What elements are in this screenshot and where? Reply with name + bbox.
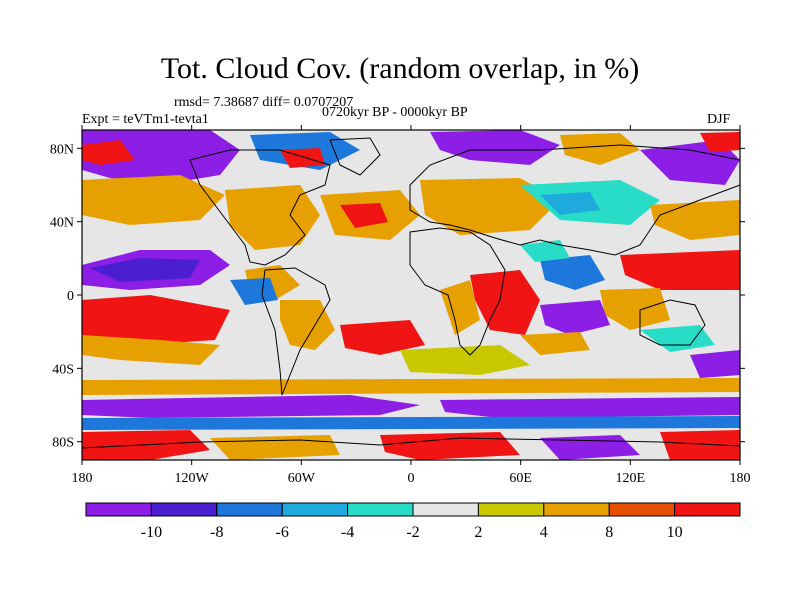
antarctica-coast	[81, 437, 741, 449]
indian-ocean-cyan	[520, 240, 570, 262]
namerica-orange	[225, 185, 320, 250]
lon-tick-label: 180	[72, 471, 93, 486]
arctic-red-1	[82, 140, 135, 165]
coastlines	[81, 137, 741, 449]
colorbar-swatch	[281, 502, 349, 517]
chart-title: Tot. Cloud Cov. (random overlap, in %)	[160, 52, 640, 85]
colorbar-swatch	[150, 502, 218, 517]
lon-tick-label: 120E	[616, 471, 646, 486]
colorbar-label: -4	[341, 524, 354, 541]
lon-tick-label: 60W	[288, 471, 316, 486]
africa-red	[470, 270, 540, 335]
period-label: 0720kyr BP - 0000kyr BP	[322, 105, 468, 120]
season-label: DJF	[707, 112, 731, 127]
samerica-orange	[280, 300, 335, 350]
contour-field	[82, 130, 740, 460]
antarctic-red-east	[660, 430, 740, 460]
southern-ocean-purple-2	[440, 397, 740, 418]
npac-orange	[82, 175, 225, 225]
satlantic-yellow	[400, 345, 530, 375]
colorbar-swatch	[216, 502, 283, 517]
natlantic-red	[340, 203, 388, 228]
south-america-coast	[261, 267, 331, 396]
north-america-coast	[189, 149, 331, 266]
colorbar-label: 4	[540, 524, 548, 541]
asia-blue	[540, 192, 600, 215]
eurasia-coast	[409, 144, 741, 256]
arctic-purple-east	[430, 130, 560, 165]
lat-tick-label: 0	[67, 289, 74, 304]
arctic-orange	[560, 133, 640, 165]
west-pacific-red	[620, 250, 740, 290]
experiment-label: Expt = teVTm1-tevta1	[82, 112, 209, 127]
indian-ocean-blue	[540, 255, 605, 290]
colorbar-label: 8	[605, 524, 613, 541]
colorbar-swatch	[543, 502, 610, 517]
colorbar-swatch	[412, 502, 479, 517]
africa-coast	[409, 227, 506, 356]
spac-red	[82, 295, 230, 345]
sindian-orange	[520, 332, 590, 355]
colorbar: -10 -8 -6 -4 -2 2 4 8 10	[85, 502, 741, 541]
colorbar-label: 2	[474, 524, 482, 541]
australia-cyan	[640, 325, 715, 352]
arctic-red-3	[700, 132, 740, 152]
africa-orange	[440, 280, 480, 335]
stats-text: rmsd= 7.38687 diff= 0.0707207	[174, 95, 354, 110]
europe-orange	[420, 178, 560, 235]
greenland-coast	[329, 137, 381, 176]
colorbar-label: -10	[141, 524, 162, 541]
colorbar-swatch	[85, 502, 152, 517]
seindian-purple	[540, 300, 610, 335]
colorbar-swatch	[674, 502, 741, 517]
lat-tick-label: 40S	[52, 362, 74, 377]
colorbar-label: -6	[276, 524, 289, 541]
colorbar-swatch	[347, 502, 414, 517]
lat-tick-label: 80N	[50, 142, 74, 157]
colorbar-label: 10	[667, 524, 683, 541]
tropical-pacific-blue	[90, 258, 200, 282]
colorbar-label: -2	[406, 524, 419, 541]
spac-blue	[230, 278, 278, 305]
southern-ocean-orange	[82, 378, 740, 395]
lon-tick-label: 0	[408, 471, 415, 486]
seas-purple	[690, 350, 740, 378]
map-axes: 180 120W 60W 0 60E 120E 180 80N 40N 0 40S 80S	[50, 125, 751, 486]
colorbar-label: -8	[210, 524, 223, 541]
lon-tick-label: 180	[730, 471, 751, 486]
satlantic-red	[340, 320, 425, 355]
southern-ocean-purple-1	[82, 395, 420, 418]
lat-tick-label: 40N	[50, 216, 74, 231]
lat-tick-label: 80S	[52, 436, 74, 451]
southern-ocean-blue	[82, 416, 740, 430]
maritime-orange	[600, 288, 670, 330]
colorbar-swatch	[608, 502, 676, 517]
australia-coast	[639, 299, 706, 346]
colorbar-swatch	[477, 502, 545, 517]
lon-tick-label: 60E	[509, 471, 532, 486]
spac-orange	[82, 335, 220, 365]
lon-tick-label: 120W	[175, 471, 210, 486]
